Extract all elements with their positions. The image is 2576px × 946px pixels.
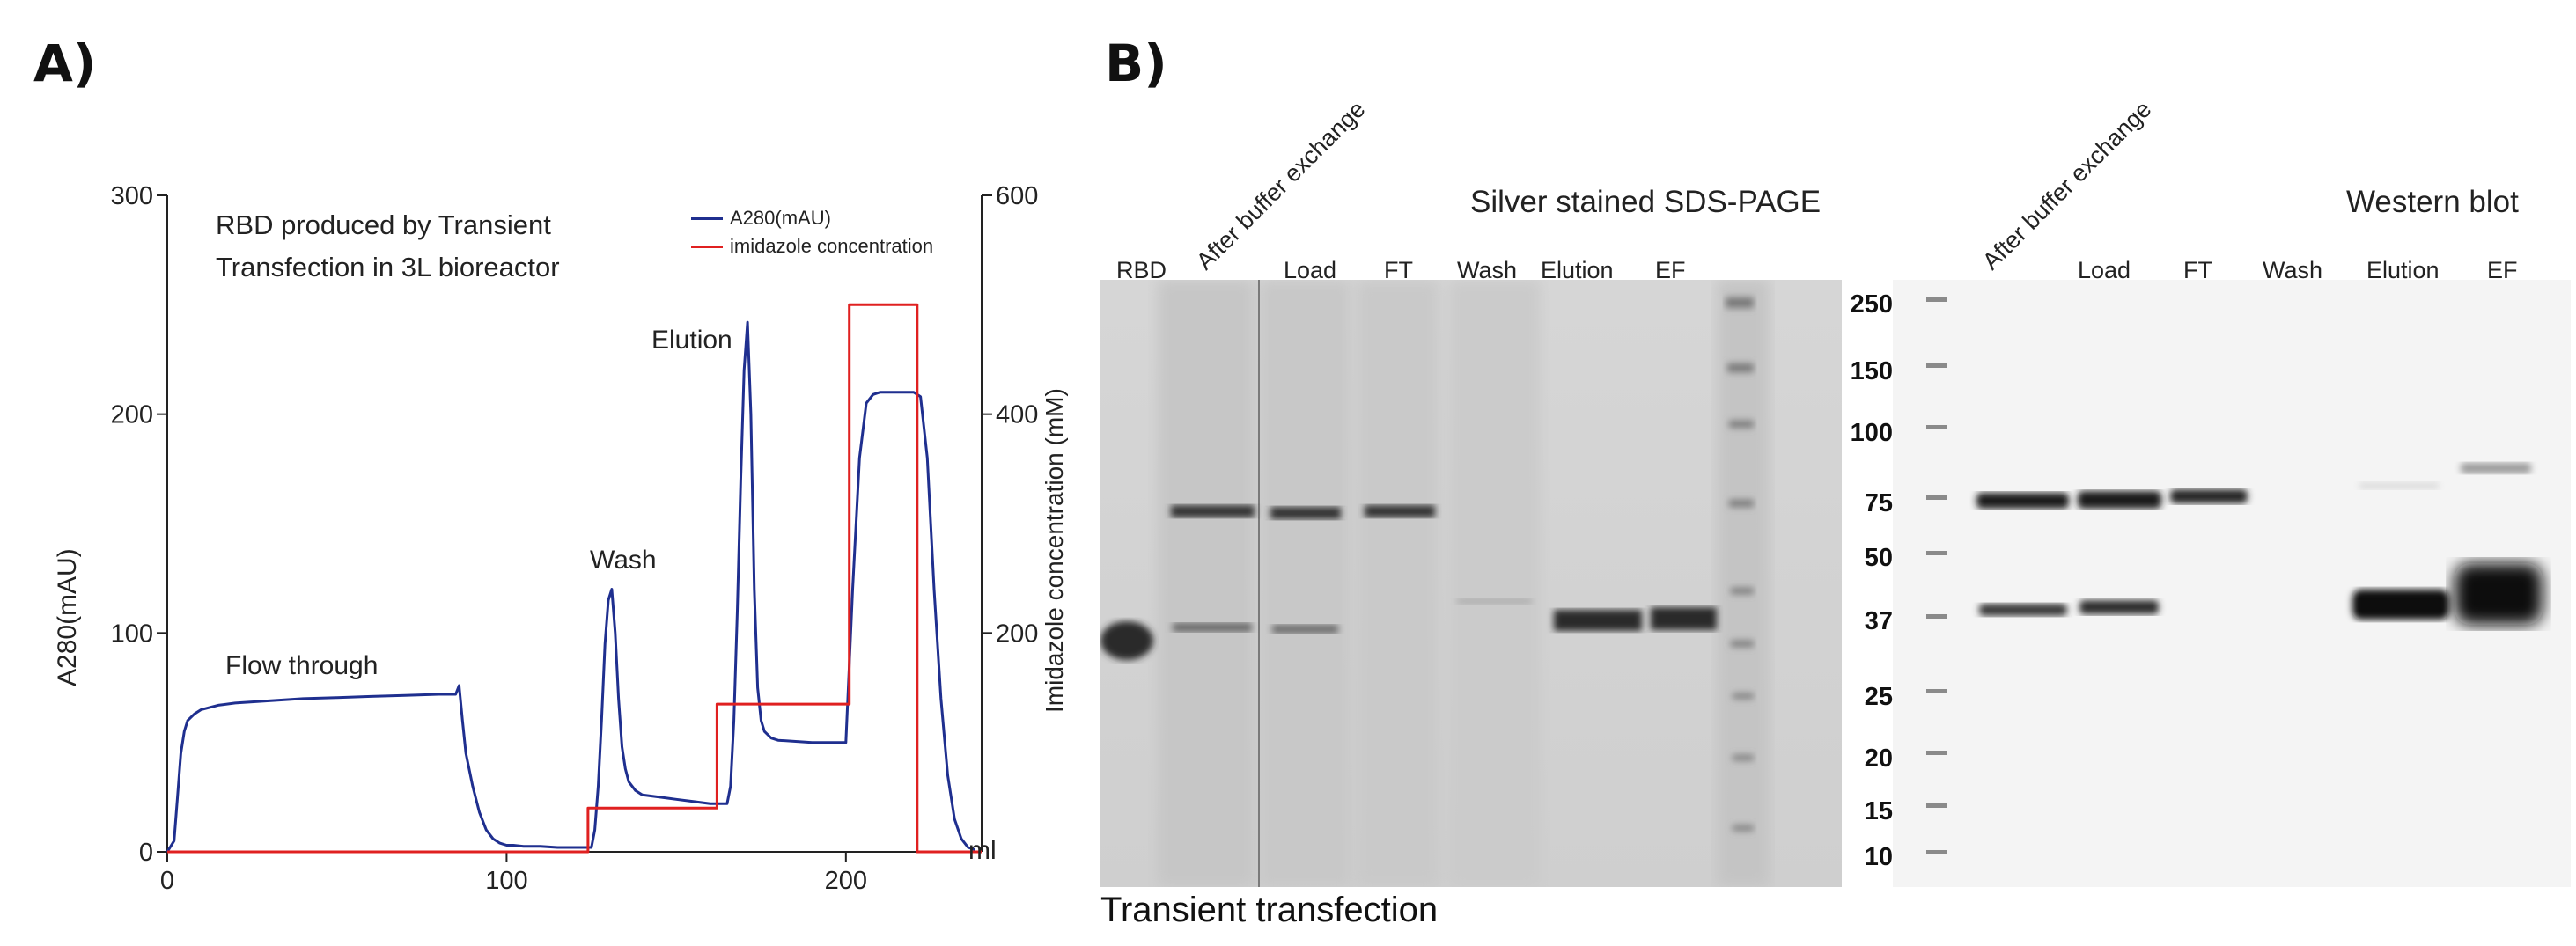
- chart-note-line2: Transfection in 3L bioreactor: [216, 252, 560, 282]
- silver-lane-ft: FT: [1384, 257, 1413, 283]
- legend-label-imidazole: imidazole concentration: [730, 235, 934, 257]
- silver-lane-rbd: RBD: [1116, 257, 1167, 283]
- panel-a-letter: A): [33, 33, 97, 93]
- chromatogram-plot-area: 0 100 200 0 100 200 300 200 400 600: [111, 182, 1039, 895]
- silver-gel-image: [1100, 280, 1842, 887]
- western-lane-ef: EF: [2487, 257, 2518, 283]
- silver-gel-title: Silver stained SDS-PAGE: [1470, 185, 1822, 219]
- mw-50: 50: [1864, 544, 1893, 572]
- legend-item-imidazole: imidazole concentration: [691, 232, 933, 260]
- mw-marker-column: 250 150 100 75 50 37 25 20 15 10: [1822, 280, 1893, 887]
- y-right-tick-label-600: 600: [996, 182, 1038, 210]
- mw-20: 20: [1864, 744, 1893, 773]
- y-axis-right-label: Imidazole concentration (mM): [1041, 388, 1068, 713]
- chart-legend: A280(mAU) imidazole concentration: [691, 204, 933, 260]
- panel-b-caption: Transient transfection: [1100, 891, 1439, 929]
- x-axis-label: ml: [968, 836, 997, 865]
- a280-series-line: [166, 320, 975, 853]
- y-left-tick-label-100: 100: [111, 620, 153, 648]
- mw-37: 37: [1864, 607, 1893, 635]
- western-lane-load: Load: [2078, 257, 2131, 283]
- silver-lane-elution: Elution: [1541, 257, 1614, 283]
- x-tick-label-200: 200: [825, 867, 867, 895]
- chromatogram-chart: 0 100 200 0 100 200 300 200 400 600: [111, 182, 1039, 895]
- silver-lane-wash: Wash: [1457, 257, 1518, 283]
- x-tick-label-100: 100: [485, 867, 527, 895]
- silver-lane-ef: EF: [1655, 257, 1686, 283]
- imidazole-series-line: [167, 303, 982, 854]
- silver-lane-after-buffer-exchange: After buffer exchange: [1191, 95, 1371, 275]
- annotation-elution: Elution: [651, 326, 732, 355]
- legend-item-a280: A280(mAU): [691, 204, 933, 232]
- western-lane-ft: FT: [2183, 257, 2212, 283]
- x-tick-label-0: 0: [160, 867, 174, 895]
- silver-lane-load: Load: [1284, 257, 1337, 283]
- western-blot-title: Western blot: [2346, 185, 2519, 219]
- western-lane-wash: Wash: [2263, 257, 2323, 283]
- chart-note: RBD produced by Transient Transfection i…: [216, 204, 560, 289]
- legend-swatch-a280: [691, 216, 723, 220]
- mw-25: 25: [1864, 683, 1893, 711]
- mw-15: 15: [1864, 797, 1893, 825]
- western-lane-elution: Elution: [2366, 257, 2440, 283]
- y-left-tick-label-300: 300: [111, 182, 153, 210]
- mw-150: 150: [1850, 357, 1893, 385]
- y-left-tick-label-200: 200: [111, 401, 153, 429]
- annotation-flow-through: Flow through: [225, 651, 379, 680]
- western-blot-image: [1893, 280, 2571, 887]
- y-right-tick-label-400: 400: [996, 401, 1038, 429]
- y-axis-left-label: A280(mAU): [53, 548, 82, 686]
- y-right-tick-label-200: 200: [996, 620, 1038, 648]
- mw-100: 100: [1850, 419, 1893, 447]
- panel-b-letter: B): [1105, 33, 1167, 93]
- mw-75: 75: [1864, 489, 1893, 517]
- chart-note-line1: RBD produced by Transient: [216, 209, 551, 240]
- mw-250: 250: [1850, 290, 1893, 319]
- y-left-tick-label-0: 0: [139, 839, 153, 867]
- legend-label-a280: A280(mAU): [730, 207, 831, 229]
- mw-10: 10: [1864, 843, 1893, 871]
- annotation-wash: Wash: [590, 546, 657, 575]
- western-lane-after-buffer-exchange: After buffer exchange: [1977, 95, 2157, 275]
- legend-swatch-imidazole: [691, 245, 723, 248]
